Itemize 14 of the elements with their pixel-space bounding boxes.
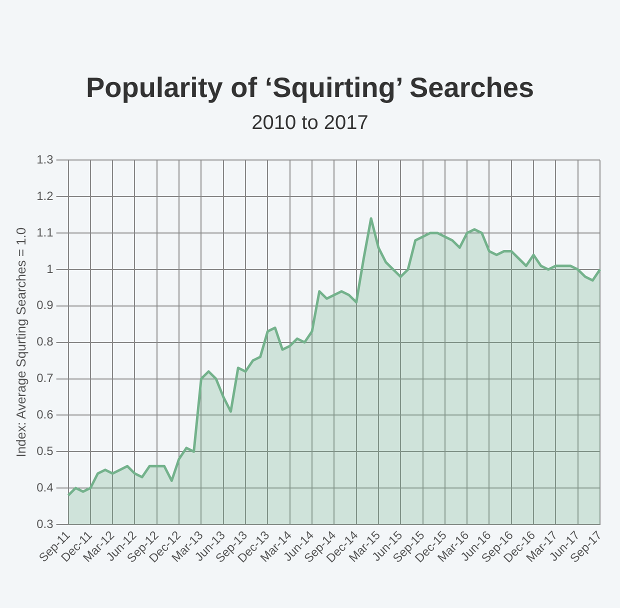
y-tick-label: 1.2	[36, 188, 54, 203]
y-tick-label: 0.6	[36, 407, 54, 422]
y-tick-label: 0.9	[36, 298, 54, 312]
y-tick-label: 0.3	[36, 516, 54, 531]
y-axis-title: Index: Average Squrting Searches = 1.0	[13, 227, 28, 458]
y-tick-label: 1.3	[36, 152, 54, 167]
y-tick-label: 0.4	[36, 480, 54, 494]
y-tick-label: 0.7	[36, 371, 54, 386]
y-tick-label: 0.5	[36, 444, 54, 458]
chart-subtitle: 2010 to 2017	[250, 112, 370, 135]
chart-title: Popularity of ‘Squirting’ Searches	[84, 72, 536, 104]
y-tick-label: 0.8	[36, 334, 54, 349]
y-tick-label: 1.1	[36, 225, 54, 240]
y-tick-label: 1	[46, 262, 54, 276]
